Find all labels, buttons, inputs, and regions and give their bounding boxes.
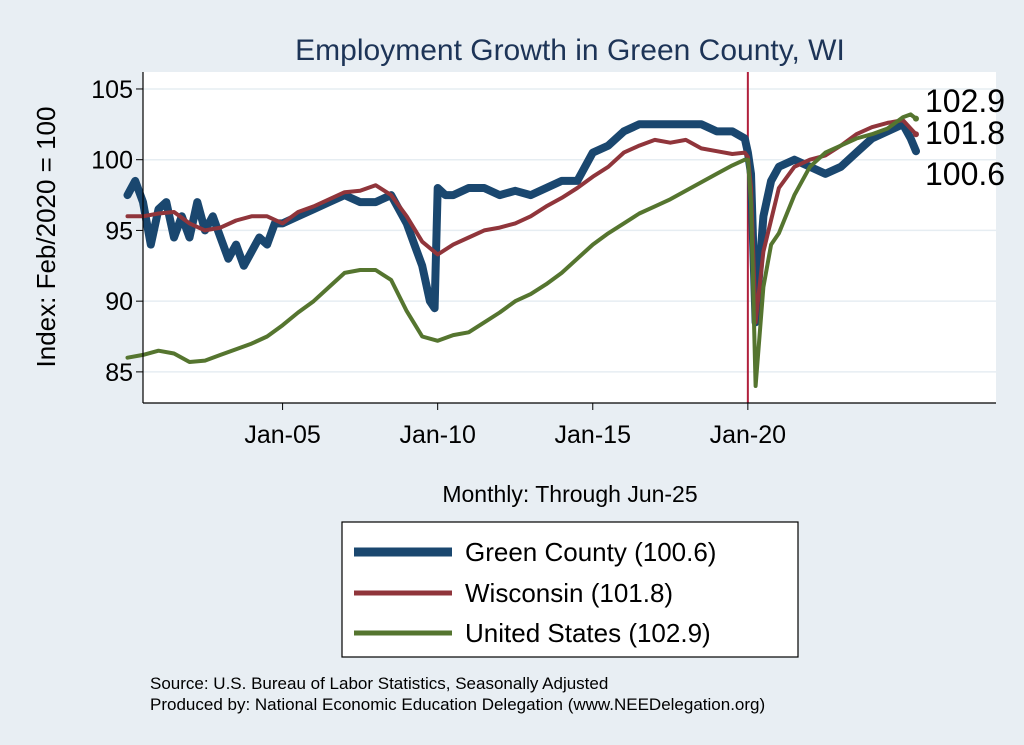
gridlines — [143, 88, 996, 373]
series-line-2 — [125, 112, 918, 388]
source-line-2: Produced by: National Economic Education… — [150, 695, 765, 714]
legend-label-1: Wisconsin (101.8) — [465, 578, 673, 608]
source-line-1: Source: U.S. Bureau of Labor Statistics,… — [150, 674, 608, 693]
series-line-0 — [123, 120, 920, 327]
y-tick-label: 90 — [105, 288, 133, 316]
series-lines — [123, 112, 920, 388]
axes — [136, 72, 996, 410]
y-tick-label: 105 — [91, 76, 133, 104]
end-label: 101.8 — [925, 115, 1005, 151]
x-tick-label: Jan-15 — [555, 421, 631, 449]
y-tick-label: 95 — [105, 217, 133, 245]
x-tick-label: Jan-10 — [399, 421, 475, 449]
legend: Green County (100.6) Wisconsin (101.8) Uni… — [341, 521, 799, 658]
series-endpoint-2 — [912, 115, 919, 122]
series-endpoint-1 — [912, 131, 919, 138]
series-endpoint-0 — [912, 148, 919, 155]
x-tick-labels: Jan-05 Jan-10 Jan-15 Jan-20 — [244, 421, 786, 449]
y-tick-labels: 85 90 95 100 105 — [91, 76, 133, 387]
x-tick-label: Jan-05 — [244, 421, 320, 449]
y-axis-label: Index: Feb/2020 = 100 — [31, 107, 61, 368]
end-label: 100.6 — [925, 156, 1005, 192]
chart-title: Employment Growth in Green County, WI — [295, 34, 845, 67]
y-tick-label: 85 — [105, 359, 133, 387]
end-label: 102.9 — [925, 83, 1005, 119]
series-line-1 — [125, 118, 918, 325]
y-tick-label: 100 — [91, 147, 133, 175]
plot-area — [143, 72, 996, 403]
x-axis-label: Monthly: Through Jun-25 — [442, 481, 697, 507]
x-tick-label: Jan-20 — [710, 421, 786, 449]
legend-label-0: Green County (100.6) — [465, 537, 716, 567]
legend-label-2: United States (102.9) — [465, 618, 711, 648]
